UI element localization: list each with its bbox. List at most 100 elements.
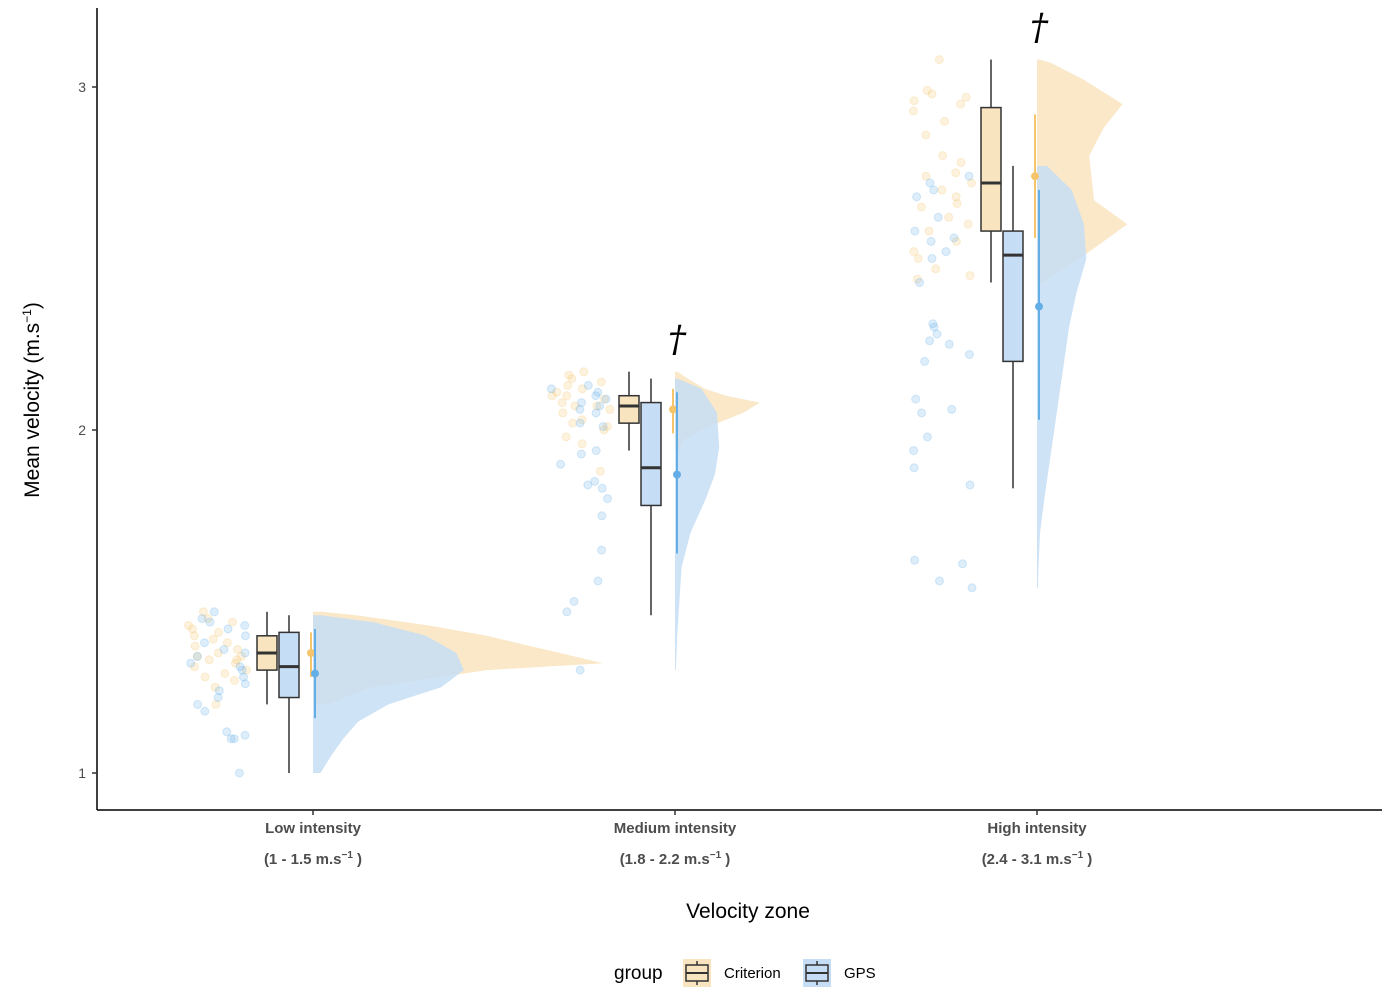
point-gps-3-12: [928, 319, 938, 329]
point-criterion-3-26: [921, 171, 931, 181]
significance-marker-3: †: [1030, 8, 1049, 49]
point-gps-1-16: [200, 706, 210, 716]
axes: Low intensity (1 - 1.5 m.s−1 ) Medium inte…: [78, 79, 1092, 868]
point-criterion-2-12: [577, 415, 587, 425]
point-criterion-1-6: [232, 655, 242, 665]
point-criterion-1-8: [241, 665, 251, 675]
point-gps-3-13: [929, 322, 939, 332]
point-criterion-3-6: [908, 106, 918, 116]
point-criterion-2-15: [561, 432, 571, 442]
point-gps-1-5: [240, 631, 250, 641]
point-criterion-1-1: [227, 617, 237, 627]
point-criterion-1-18: [210, 682, 220, 692]
point-criterion-1-3: [208, 634, 218, 644]
x-tick-sublabel-3: (2.4 - 3.1 m.s−1 ): [982, 850, 1093, 868]
significance-marker-2: †: [668, 320, 687, 361]
point-criterion-1-16: [204, 655, 214, 665]
mean-gps-1: [311, 669, 319, 678]
point-gps-3-8: [926, 236, 936, 246]
density-gps-2: [675, 378, 720, 671]
point-criterion-3-19: [951, 236, 961, 246]
point-criterion-3-8: [921, 130, 931, 140]
point-gps-2-20: [593, 576, 603, 586]
point-gps-2-11: [591, 446, 601, 456]
point-criterion-1-10: [229, 675, 239, 685]
point-gps-2-10: [598, 422, 608, 432]
point-gps-1-20: [240, 730, 250, 740]
point-gps-1-6: [200, 638, 209, 648]
point-criterion-3-9: [938, 151, 948, 161]
legend-key-gps: [803, 959, 831, 987]
point-gps-3-4: [912, 192, 922, 202]
point-gps-3-18: [920, 356, 930, 366]
box-gps-2: [640, 401, 662, 507]
point-gps-1-11: [239, 672, 248, 682]
point-criterion-3-14: [951, 192, 961, 202]
point-gps-1-9: [186, 658, 196, 668]
point-gps-1-22: [223, 624, 233, 634]
point-criterion-3-13: [937, 185, 947, 195]
x-tick-sublabel-1: (1 - 1.5 m.s−1 ): [264, 850, 362, 868]
point-gps-1-10: [237, 665, 247, 675]
point-criterion-3-16: [944, 212, 954, 222]
point-gps-3-24: [909, 463, 919, 473]
point-gps-3-10: [927, 254, 937, 263]
point-criterion-2-1: [579, 367, 589, 377]
point-criterion-1-20: [190, 641, 200, 651]
point-criterion-2-13: [602, 422, 612, 432]
point-criterion-2-11: [558, 408, 568, 418]
mean-criterion-3: [1031, 172, 1039, 181]
point-criterion-2-19: [596, 377, 606, 387]
point-criterion-1-12: [198, 607, 208, 617]
point-criterion-1-5: [192, 651, 202, 661]
point-criterion-2-10: [605, 404, 615, 414]
point-gps-3-19: [911, 394, 921, 404]
legend-label-gps: GPS: [844, 965, 876, 982]
point-gps-1-24: [235, 662, 245, 672]
point-gps-2-17: [603, 494, 612, 504]
point-gps-3-1: [964, 171, 974, 181]
mean-criterion-1: [307, 648, 315, 657]
point-criterion-2-4: [577, 384, 587, 394]
mean-criterion-2: [669, 405, 677, 414]
legend-label-criterion: Criterion: [724, 965, 781, 982]
density-gps-3: [1037, 165, 1087, 588]
point-criterion-2-21: [592, 401, 602, 411]
box-criterion-3: [980, 106, 1002, 232]
box-criterion-2: [618, 394, 640, 424]
point-criterion-1-14: [213, 648, 223, 658]
point-gps-2-4: [591, 391, 601, 401]
legend-key-criterion: [683, 959, 711, 987]
point-criterion-1-15: [189, 631, 199, 641]
point-criterion-2-22: [568, 418, 578, 428]
point-gps-2-9: [575, 418, 585, 428]
point-gps-2-1: [583, 380, 593, 390]
y-axis-title-close: ): [21, 302, 44, 309]
point-gps-3-22: [922, 432, 932, 442]
point-gps-3-29: [967, 583, 977, 593]
point-criterion-3-12: [967, 178, 976, 188]
point-gps-2-21: [569, 597, 579, 606]
point-gps-2-3: [593, 387, 603, 397]
y-tick-label-1: 1: [78, 765, 86, 781]
x-tick-label-1: Low intensity: [265, 820, 361, 837]
point-gps-3-16: [944, 339, 954, 349]
point-gps-1-23: [240, 648, 250, 658]
point-criterion-3-11: [951, 168, 961, 178]
point-gps-1-2: [197, 614, 207, 624]
point-criterion-3-4: [909, 96, 919, 106]
point-gps-2-23: [575, 665, 585, 675]
point-criterion-2-17: [595, 466, 605, 476]
point-criterion-3-10: [956, 158, 966, 167]
legend-title: group: [614, 963, 663, 984]
point-criterion-3-27: [952, 199, 962, 209]
point-criterion-2-8: [557, 398, 567, 408]
point-criterion-3-18: [924, 226, 934, 236]
point-criterion-2-5: [552, 387, 562, 397]
point-criterion-2-6: [547, 391, 557, 401]
point-criterion-1-23: [203, 614, 213, 624]
point-gps-1-1: [209, 607, 219, 617]
point-gps-1-8: [192, 651, 202, 661]
point-criterion-1-22: [236, 651, 246, 661]
